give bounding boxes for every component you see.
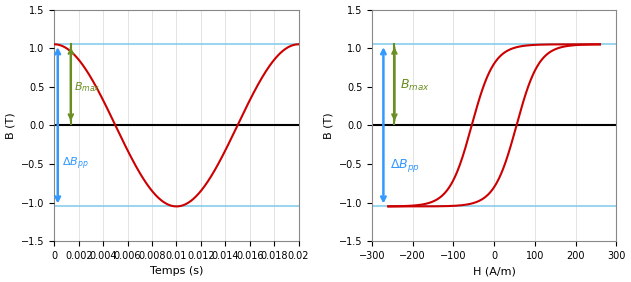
X-axis label: H (A/m): H (A/m) xyxy=(473,266,516,276)
Text: $ΔB_{pp}$: $ΔB_{pp}$ xyxy=(62,156,88,172)
Text: $B_{max}$: $B_{max}$ xyxy=(401,78,430,93)
Text: $B_{max}$: $B_{max}$ xyxy=(74,80,101,94)
Text: $ΔB_{pp}$: $ΔB_{pp}$ xyxy=(389,157,420,174)
Y-axis label: B (T): B (T) xyxy=(323,112,333,139)
X-axis label: Temps (s): Temps (s) xyxy=(150,266,203,276)
Y-axis label: B (T): B (T) xyxy=(6,112,16,139)
